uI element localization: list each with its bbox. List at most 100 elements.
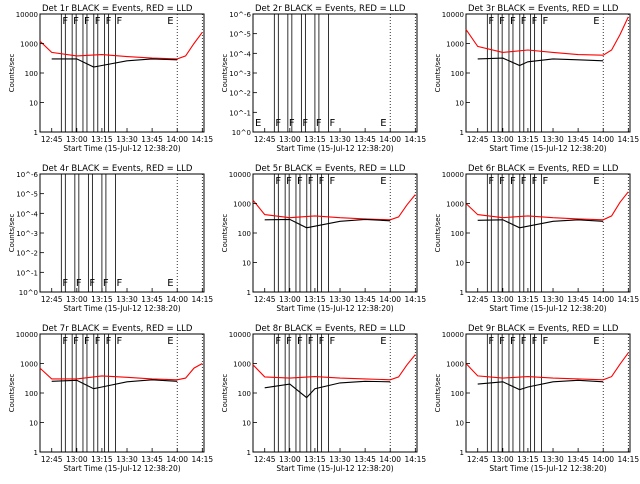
events-series-line — [264, 218, 391, 229]
x-axis-label: Start Time (15-Jul-12 12:38:20) — [276, 304, 393, 313]
y-tick-label: 10 — [455, 100, 464, 108]
y-tick-label: 1000 — [20, 41, 38, 49]
marker-label: F — [488, 336, 494, 347]
x-tick-label: 13:45 — [567, 135, 589, 144]
x-tick-label: 14:15 — [618, 455, 640, 464]
x-tick-label: 13:15 — [304, 455, 326, 464]
events-series-line — [51, 379, 178, 390]
panel-title: Det 2r BLACK = Events, RED = LLD — [255, 4, 406, 14]
y-tick-label: 100 — [451, 390, 464, 398]
x-axis-label: Start Time (15-Jul-12 12:38:20) — [489, 464, 606, 473]
panel-title: Det 4r BLACK = Events, RED = LLD — [42, 164, 193, 174]
x-tick-label: 13:00 — [492, 135, 514, 144]
x-tick-label: 13:15 — [304, 135, 326, 144]
x-tick-label: 13:15 — [91, 295, 113, 304]
y-tick-label: 10000 — [229, 171, 251, 179]
x-tick-label: 14:00 — [379, 135, 401, 144]
marker-label: E — [255, 118, 261, 129]
marker-label: E — [593, 336, 599, 347]
x-tick-label: 14:15 — [192, 455, 214, 464]
marker-label: F — [499, 16, 505, 27]
panel-title: Det 6r BLACK = Events, RED = LLD — [468, 164, 619, 174]
y-axis-label: Counts/sec — [434, 214, 442, 253]
marker-label: F — [319, 336, 325, 347]
marker-label: F — [302, 118, 308, 129]
events-series-line — [477, 57, 604, 67]
marker-label: F — [289, 118, 295, 129]
x-tick-label: 13:00 — [279, 135, 301, 144]
x-tick-label: 14:00 — [592, 455, 614, 464]
marker-label: F — [275, 176, 281, 187]
marker-label: F — [73, 336, 79, 347]
x-tick-label: 14:00 — [166, 455, 188, 464]
x-axis-label: Start Time (15-Jul-12 12:38:20) — [63, 144, 180, 153]
y-tick-label: 1 — [247, 449, 251, 457]
marker-label: F — [84, 336, 90, 347]
events-series-line — [477, 379, 604, 391]
x-tick-label: 14:15 — [192, 295, 214, 304]
y-tick-label: 100 — [238, 390, 251, 398]
marker-label: F — [62, 278, 68, 289]
lld-series-line — [465, 16, 629, 56]
x-tick-label: 13:00 — [66, 295, 88, 304]
panel-title: Det 1r BLACK = Events, RED = LLD — [42, 4, 193, 14]
x-tick-label: 13:30 — [116, 135, 138, 144]
x-tick-label: 14:15 — [618, 295, 640, 304]
x-tick-label: 13:00 — [279, 455, 301, 464]
marker-label: F — [308, 176, 314, 187]
y-axis-label: Counts/sec — [434, 374, 442, 413]
marker-label: F — [542, 16, 548, 27]
marker-label: F — [329, 176, 335, 187]
y-tick-label: 1000 — [20, 361, 38, 369]
x-tick-label: 14:15 — [405, 135, 427, 144]
plot-frame — [39, 173, 205, 293]
marker-label: F — [297, 176, 303, 187]
y-axis-label: Counts/sec — [221, 54, 229, 93]
y-tick-label: 1 — [460, 129, 464, 137]
x-tick-label: 14:00 — [592, 295, 614, 304]
marker-label: F — [521, 176, 527, 187]
marker-label: F — [488, 16, 494, 27]
y-tick-label: 10^-4 — [229, 50, 251, 58]
marker-label: F — [95, 336, 101, 347]
marker-label: F — [521, 336, 527, 347]
marker-label: F — [542, 336, 548, 347]
x-tick-label: 14:15 — [618, 135, 640, 144]
plot-frame — [252, 13, 418, 133]
lld-series-line — [39, 31, 203, 60]
x-tick-label: 14:00 — [592, 135, 614, 144]
x-tick-label: 13:00 — [492, 295, 514, 304]
y-tick-label: 10 — [242, 260, 251, 268]
x-tick-label: 12:45 — [254, 455, 276, 464]
y-axis-label: Counts/sec — [8, 374, 16, 413]
marker-label: F — [542, 176, 548, 187]
x-tick-label: 12:45 — [467, 135, 489, 144]
y-tick-label: 1 — [34, 129, 38, 137]
y-tick-label: 10 — [29, 100, 38, 108]
marker-label: F — [116, 336, 122, 347]
marker-label: E — [593, 176, 599, 187]
y-tick-label: 10000 — [16, 331, 38, 339]
marker-label: F — [286, 176, 292, 187]
marker-label: F — [510, 336, 516, 347]
marker-label: F — [521, 16, 527, 27]
x-axis-label: Start Time (15-Jul-12 12:38:20) — [63, 304, 180, 313]
y-tick-label: 10^-5 — [229, 31, 251, 39]
x-tick-label: 13:15 — [517, 455, 539, 464]
x-tick-label: 13:30 — [116, 455, 138, 464]
x-tick-label: 12:45 — [467, 455, 489, 464]
marker-label: F — [319, 176, 325, 187]
marker-label: F — [329, 336, 335, 347]
lld-series-line — [252, 194, 416, 221]
x-tick-label: 13:15 — [304, 295, 326, 304]
x-tick-label: 13:30 — [329, 455, 351, 464]
y-axis-label: Counts/sec — [434, 54, 442, 93]
y-tick-label: 10^-2 — [229, 90, 251, 98]
lld-series-line — [39, 363, 203, 381]
